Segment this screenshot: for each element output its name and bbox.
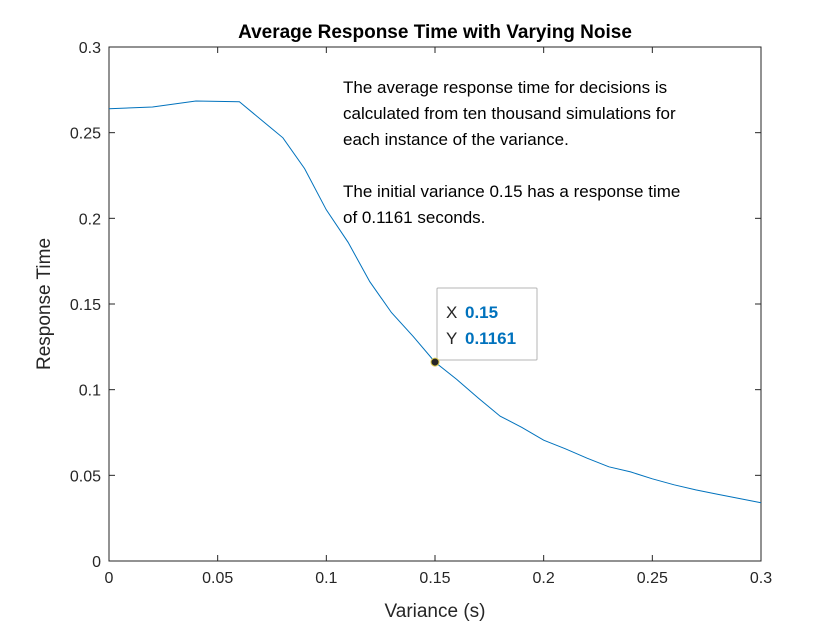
x-tick-label: 0 xyxy=(105,570,114,587)
annotation-line-5: of 0.1161 seconds. xyxy=(343,208,485,227)
data-tip-y-value: 0.1161 xyxy=(465,329,516,348)
x-tick-label: 0.05 xyxy=(202,570,233,587)
x-tick-label: 0.1 xyxy=(315,570,337,587)
chart-title: Average Response Time with Varying Noise xyxy=(238,22,632,43)
data-tip[interactable]: X 0.15 Y 0.1161 xyxy=(430,287,538,367)
y-tick-label: 0.2 xyxy=(79,211,101,228)
annotation-line-1: The average response time for decisions … xyxy=(343,78,667,97)
x-tick-label: 0.15 xyxy=(419,570,450,587)
data-tip-y-key: Y xyxy=(446,329,457,348)
axis-ticks: 0 0.05 0.1 0.15 0.2 0.25 0.3 0 0.05 0.1 0.15 0.2 0.2… xyxy=(70,40,772,587)
x-tick-label: 0.2 xyxy=(533,570,555,587)
data-tip-box xyxy=(436,287,538,361)
series-line-1 xyxy=(108,100,762,504)
series-group xyxy=(108,100,762,504)
x-axis-label: Variance (s) xyxy=(384,601,485,622)
y-tick-label: 0.1 xyxy=(79,383,101,400)
annotation-line-2: calculated from ten thousand simulations… xyxy=(343,104,676,123)
y-tick-label: 0.25 xyxy=(70,126,101,143)
data-tip-x-value: 0.15 xyxy=(465,303,498,322)
y-axis-label: Response Time xyxy=(34,238,55,370)
annotation-line-3: each instance of the variance. xyxy=(343,130,569,149)
data-tip-x-key: X xyxy=(446,303,457,322)
annotation-line-4: The initial variance 0.15 has a response… xyxy=(343,182,680,201)
data-tip-marker[interactable] xyxy=(430,357,440,367)
x-tick-label: 0.25 xyxy=(637,570,668,587)
x-tick-label: 0.3 xyxy=(750,570,772,587)
annotation-text: The average response time for decisions … xyxy=(343,78,680,227)
y-tick-label: 0.05 xyxy=(70,468,101,485)
y-tick-label: 0 xyxy=(92,554,101,571)
y-tick-label: 0.15 xyxy=(70,297,101,314)
y-tick-label: 0.3 xyxy=(79,40,101,57)
plot-area xyxy=(108,46,762,562)
